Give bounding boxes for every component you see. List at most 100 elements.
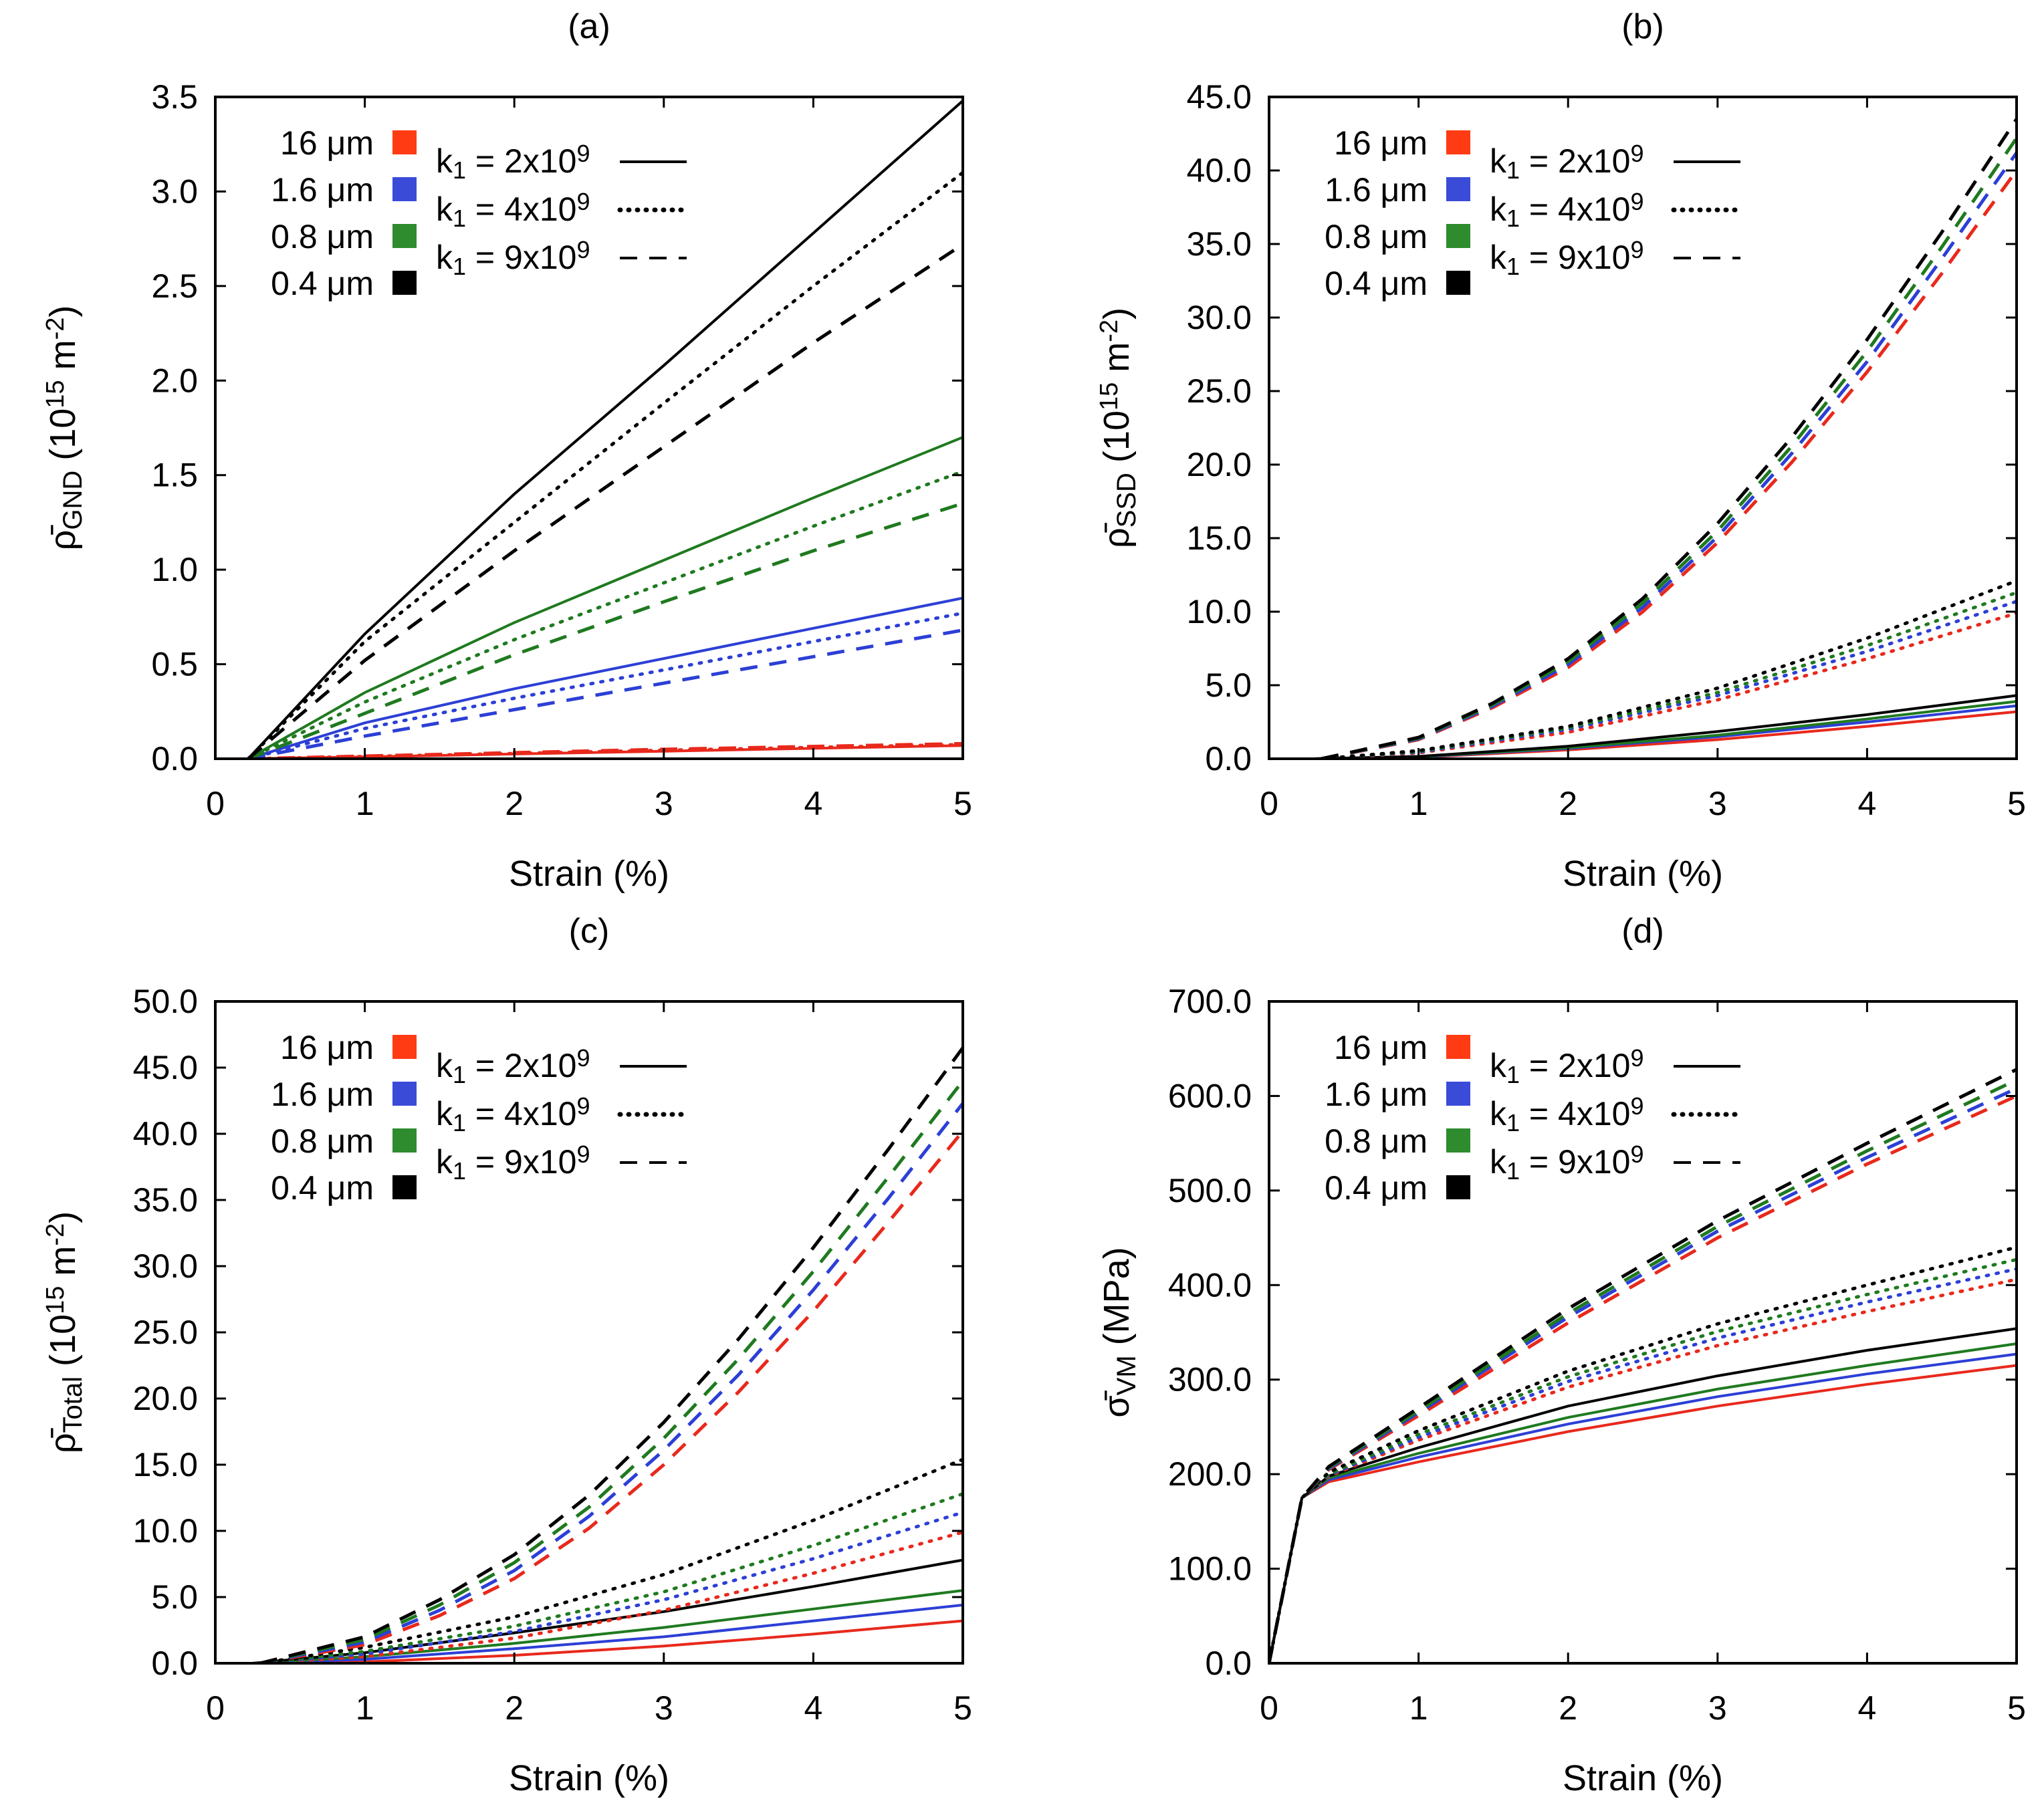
series-line-16-dotted <box>258 1530 963 1663</box>
legend-k-exponent: 9 <box>576 140 590 167</box>
legend-k-subscript: 1 <box>453 205 466 232</box>
legend-k-label: k1 = 4x109 <box>436 188 590 232</box>
y-label-unit-close: ) <box>43 1211 83 1223</box>
series-line-0_8-dotted <box>1319 590 2017 759</box>
panel-c: (c)0 1 2 3 4 50.05.010.015.020.025.030.035.04… <box>41 912 972 1798</box>
legend-size-label: 1.6 μm <box>271 171 374 209</box>
x-axis-label: Strain (%) <box>509 854 669 894</box>
legend-k-subscript: 1 <box>453 1109 466 1136</box>
y-label-superscript-2: -2 <box>41 318 70 340</box>
x-tick-label: 5 <box>2007 1689 2026 1727</box>
legend-k-value: = 9x10 <box>466 1143 576 1181</box>
legend-k-value: = 2x10 <box>1520 1047 1630 1084</box>
x-tick-label: 1 <box>1409 1689 1428 1727</box>
series-line-0_8-dashed <box>259 1080 963 1663</box>
legend-swatch <box>1446 1175 1470 1199</box>
series-line-1_6-dotted <box>1269 1267 2017 1663</box>
x-tick-label: 5 <box>953 785 972 822</box>
y-tick-label: 0.0 <box>151 1645 198 1682</box>
legend-size-label: 0.8 μm <box>1325 1122 1428 1160</box>
y-label-unit-close: ) <box>1097 308 1137 320</box>
legend-k-label: k1 = 4x109 <box>1490 1092 1643 1136</box>
series-line-0_4-dashed <box>1321 118 2017 759</box>
series-line-1_6-dashed <box>1269 1086 2017 1663</box>
legend-k-subscript: 1 <box>453 1157 466 1185</box>
y-tick-label: 5.0 <box>1205 667 1252 704</box>
legend-k-subscript: 1 <box>1506 1109 1520 1136</box>
legend-swatch <box>392 1035 417 1059</box>
y-tick-label: 25.0 <box>1187 372 1252 410</box>
x-tick-label: 0 <box>1260 1689 1278 1727</box>
legend-k-exponent: 9 <box>1630 1092 1643 1120</box>
legend-k-value: = 9x10 <box>1520 1143 1630 1181</box>
y-label-superscript: 15 <box>41 1286 70 1314</box>
legend-k-exponent: 9 <box>576 1092 590 1120</box>
y-axis-label: ρ̄SSD (1015 m-2) <box>1095 308 1141 548</box>
y-label-unit: (10 <box>43 408 83 471</box>
x-tick-label: 3 <box>1708 1689 1727 1727</box>
series-line-1_6-dashed <box>1321 152 2017 759</box>
y-tick-label: 1.0 <box>151 551 198 588</box>
legend-k-symbol: k <box>1490 239 1507 276</box>
y-tick-label: 400.0 <box>1168 1266 1252 1304</box>
series-line-16-dashed <box>248 741 963 759</box>
y-label-unit-mid: m <box>1097 342 1137 382</box>
legend-k-value: = 2x10 <box>1520 142 1630 180</box>
legend-k-subscript: 1 <box>1506 253 1520 280</box>
series-line-0_8-dotted <box>258 1492 963 1663</box>
series-line-1_6-dotted <box>258 1510 963 1663</box>
panel-title: (c) <box>569 912 610 951</box>
y-label-unit-close: ) <box>43 306 83 318</box>
legend-k-label: k1 = 2x109 <box>1490 140 1643 184</box>
y-tick-label: 300.0 <box>1168 1361 1252 1399</box>
series-line-16-dashed <box>1321 169 2017 759</box>
y-tick-label: 35.0 <box>133 1181 198 1219</box>
x-axis-label: Strain (%) <box>1563 854 1723 894</box>
y-tick-label: 10.0 <box>133 1512 198 1550</box>
legend-size-label: 16 μm <box>280 1029 374 1066</box>
x-axis-label: Strain (%) <box>1563 1758 1723 1798</box>
legend-size-label: 1.6 μm <box>1325 1076 1428 1113</box>
legend-k-label: k1 = 9x109 <box>1490 1140 1643 1185</box>
legend-k-label: k1 = 4x109 <box>436 1092 590 1136</box>
legend-swatch <box>1446 1082 1470 1106</box>
legend-k-symbol: k <box>436 1095 453 1132</box>
legend-size-label: 16 μm <box>280 124 374 162</box>
x-tick-label: 0 <box>206 1689 225 1727</box>
legend-k-label: k1 = 2x109 <box>436 140 590 184</box>
series-group <box>1314 118 2017 759</box>
y-axis-label: ρ̄Total (1015 m-2) <box>41 1211 88 1453</box>
series-line-0_4-dotted <box>1319 579 2017 759</box>
legend-k-exponent: 9 <box>576 1044 590 1072</box>
y-tick-label: 200.0 <box>1168 1455 1252 1493</box>
x-tick-label: 5 <box>953 1689 972 1727</box>
y-tick-label: 0.5 <box>151 646 198 683</box>
series-line-1_6-dotted <box>246 611 963 759</box>
legend-k-symbol: k <box>436 1143 453 1181</box>
x-tick-label: 3 <box>655 1689 673 1727</box>
y-tick-label: 0.0 <box>1205 740 1252 777</box>
y-tick-label: 15.0 <box>133 1446 198 1483</box>
legend-swatch <box>1446 224 1470 248</box>
legend-size-label: 0.4 μm <box>1325 265 1428 302</box>
x-axis-label: Strain (%) <box>509 1758 669 1798</box>
x-tick-label: 1 <box>356 1689 374 1727</box>
x-tick-label: 1 <box>356 785 374 822</box>
legend-swatch <box>1446 1128 1470 1153</box>
y-tick-label: 2.0 <box>151 362 198 399</box>
legend-k-symbol: k <box>436 239 453 276</box>
legend-swatch <box>392 177 417 201</box>
series-line-1_6-dashed <box>259 1102 963 1663</box>
legend-k-label: k1 = 9x109 <box>1490 236 1643 280</box>
y-tick-label: 100.0 <box>1168 1550 1252 1588</box>
legend-size-label: 1.6 μm <box>1325 171 1428 209</box>
legend-k-subscript: 1 <box>1506 1061 1520 1088</box>
legend-swatch <box>392 271 417 295</box>
legend-k-label: k1 = 9x109 <box>436 1140 590 1185</box>
x-tick-label: 2 <box>505 1689 524 1727</box>
y-tick-label: 3.0 <box>151 172 198 210</box>
y-label-unit-mid: m <box>43 340 83 380</box>
x-tick-label: 5 <box>2007 785 2026 822</box>
y-tick-label: 45.0 <box>1187 78 1252 116</box>
panel-b: (b) 0 1 2 3 4 5 0.0 5.0 10.0 15.0 20.0 25.0 30.0 35.0 4… <box>1095 7 2026 894</box>
